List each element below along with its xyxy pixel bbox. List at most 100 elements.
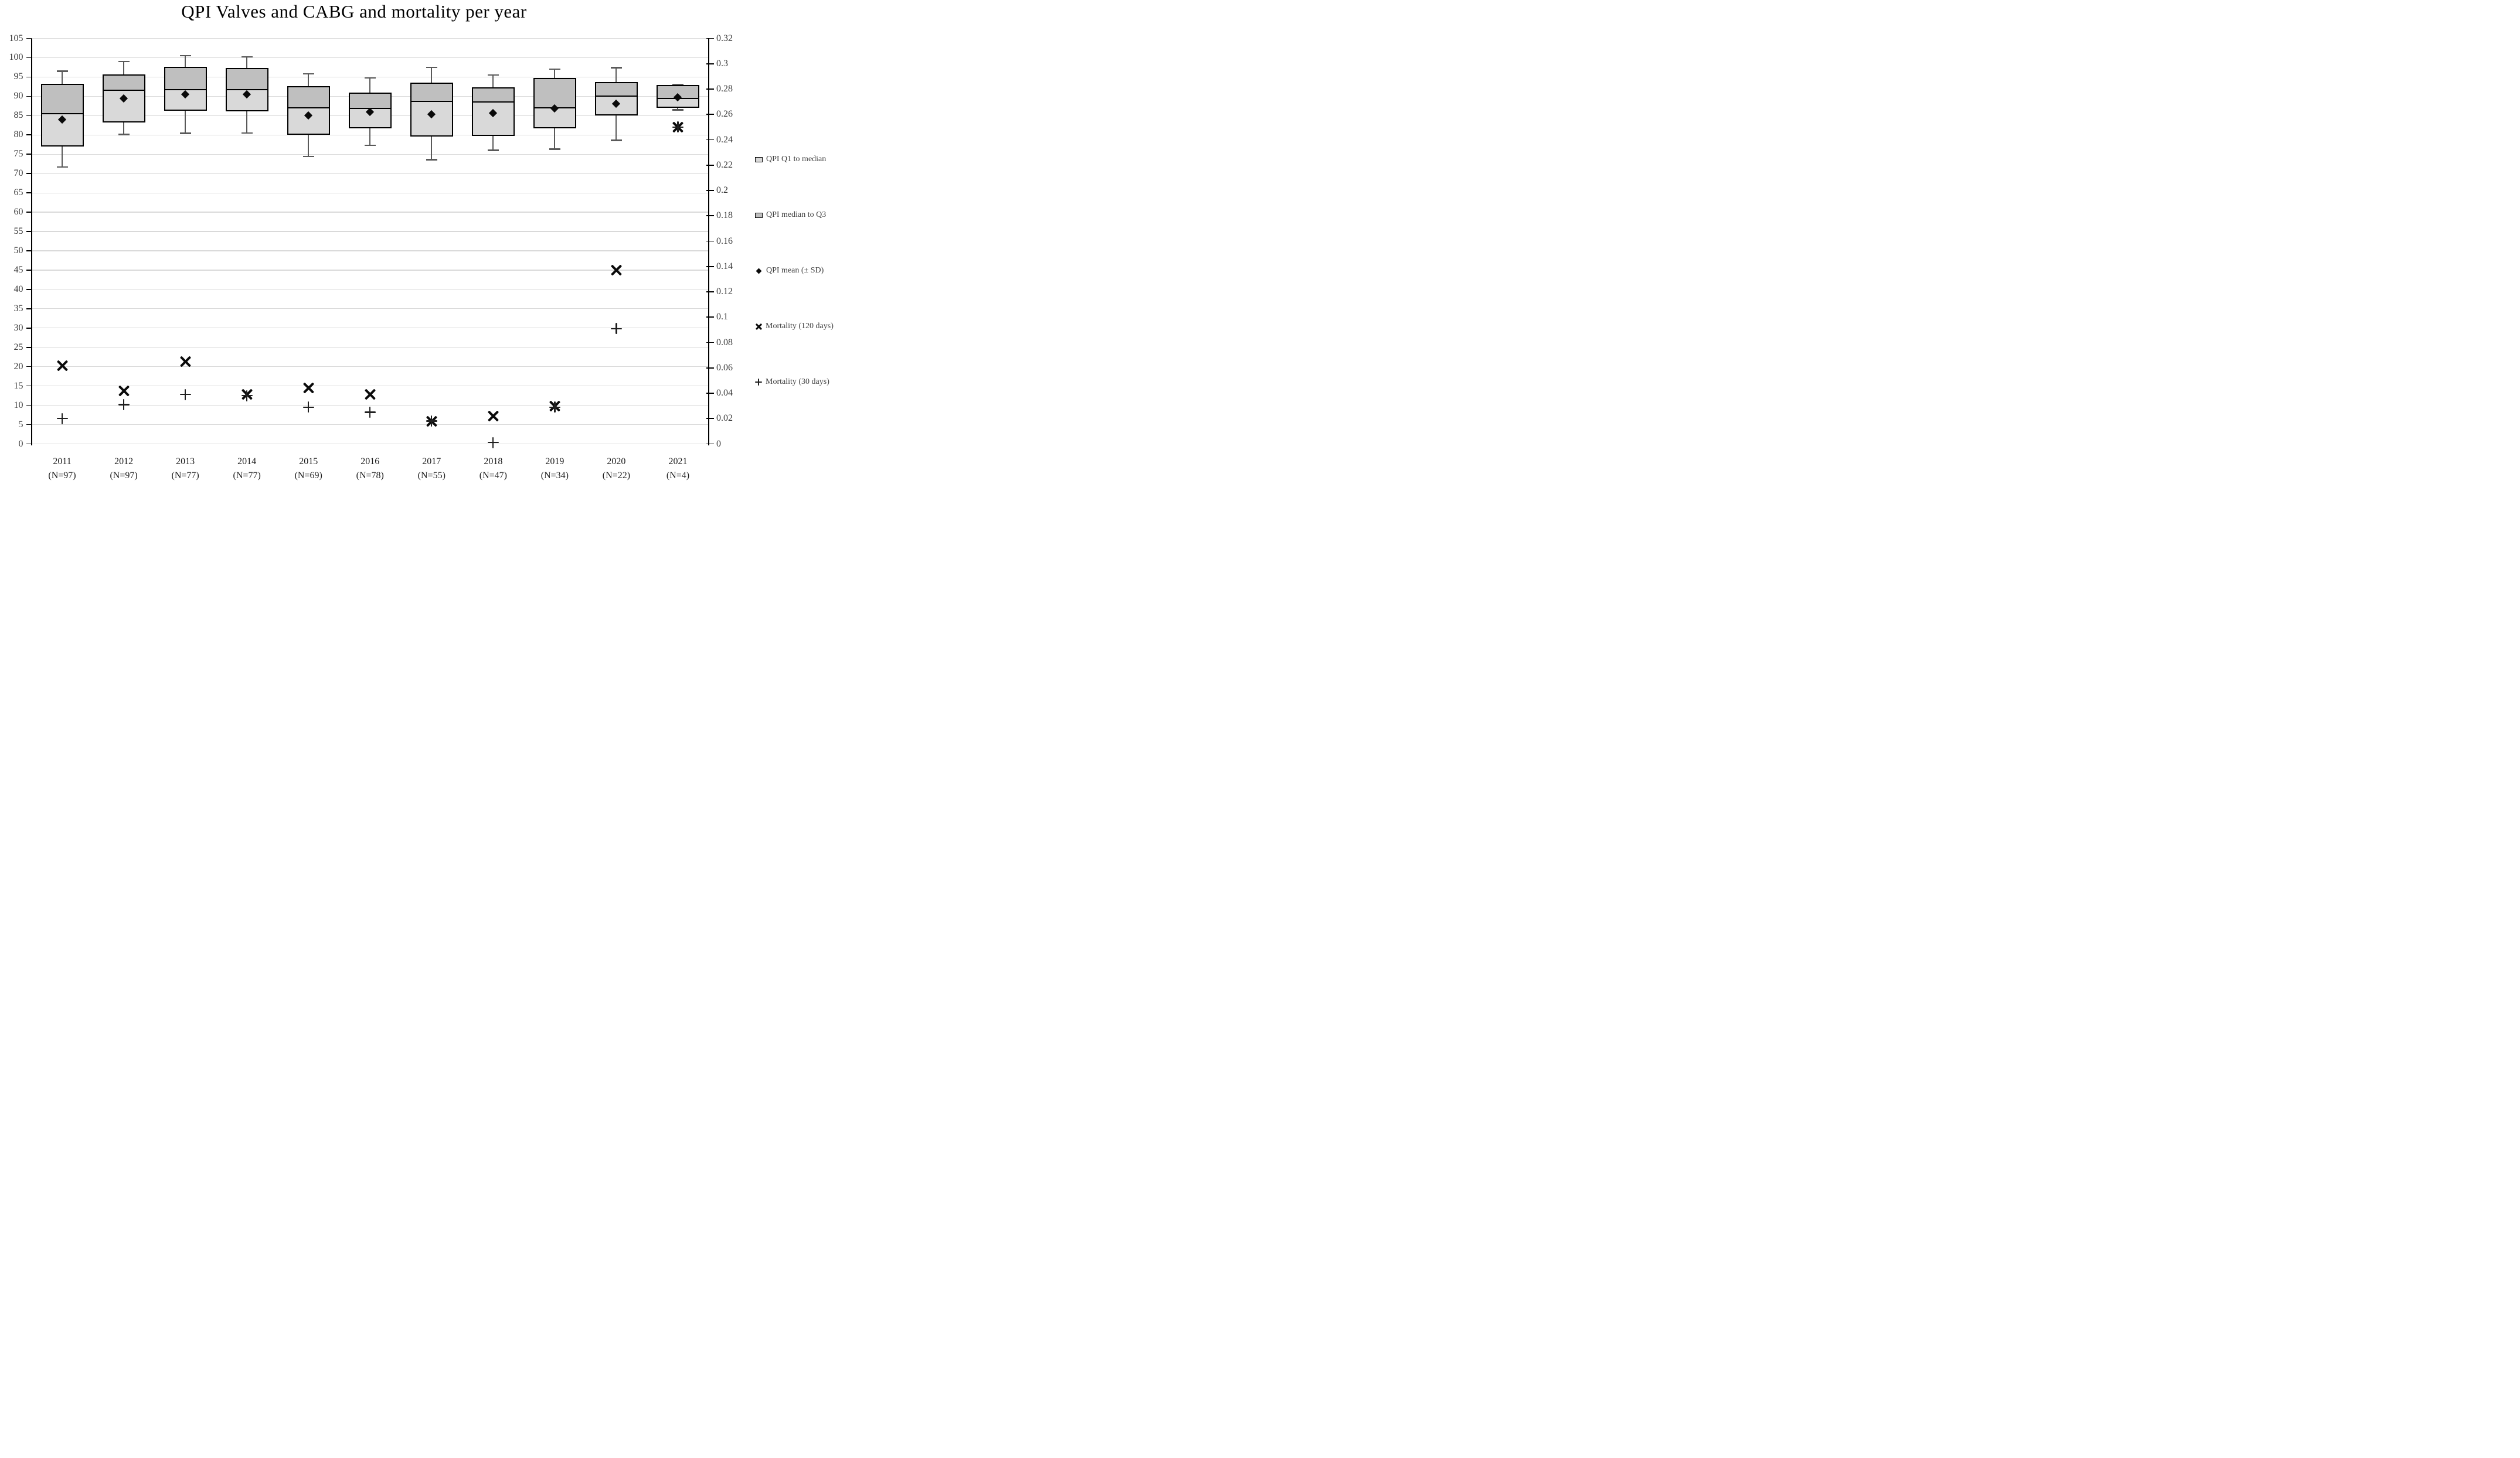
left-axis-tick-90 (26, 96, 32, 97)
left-axis-label-75: 75 (13, 149, 23, 159)
mortality-120d-marker-2015 (302, 382, 314, 394)
x-axis-year-label-2011: 2011 (53, 457, 72, 466)
whisker-cap-bottom-2020 (610, 139, 622, 141)
mortality-30d-marker-2015-stroke-2 (308, 401, 310, 413)
x-axis-n-label-2020: (N=22) (602, 471, 631, 481)
whisker-cap-bottom-2019 (549, 148, 560, 150)
left-axis-tick-35 (26, 308, 32, 309)
whisker-cap-bottom-2015 (302, 155, 314, 158)
right-axis-label-0.08: 0.08 (716, 337, 733, 348)
left-axis-tick-10 (26, 404, 32, 406)
legend-diamond-icon (756, 268, 762, 274)
whisker-cap-top-2012 (118, 60, 130, 63)
left-axis-tick-105 (26, 38, 32, 39)
qpi-box-2013 (164, 66, 207, 111)
legend-item-plus: Mortality (30 days) (755, 377, 829, 387)
left-axis-label-45: 45 (13, 264, 23, 275)
legend-label: Mortality (120 days) (766, 322, 834, 331)
mortality-120d-marker-2018 (487, 410, 499, 422)
mortality-30d-marker-2019 (549, 401, 560, 413)
mortality-30d-marker-2015 (302, 401, 314, 413)
x-axis-year-label-2012: 2012 (114, 457, 134, 466)
mortality-30d-marker-2013-stroke-2 (184, 389, 186, 400)
qpi-box-upper-2014 (226, 69, 267, 90)
right-axis-label-0.04: 0.04 (716, 388, 733, 398)
x-axis-n-label-2017: (N=55) (417, 471, 445, 481)
right-axis-tick-0.22 (706, 164, 714, 166)
gridline-20 (31, 366, 709, 367)
right-axis-label-0.2: 0.2 (716, 185, 728, 195)
mortality-30d-marker-2016 (364, 406, 376, 418)
x-axis-year-label-2019: 2019 (545, 457, 564, 466)
qpi-box-upper-2018 (472, 88, 513, 103)
x-axis-n-label-2015: (N=69) (294, 471, 322, 481)
right-axis-tick-0.16 (706, 240, 714, 242)
right-axis-label-0.3: 0.3 (716, 58, 728, 69)
left-axis-tick-30 (26, 327, 32, 329)
mortality-30d-marker-2016-stroke-2 (369, 406, 371, 418)
legend-swatch-box-light-icon (755, 156, 763, 162)
right-axis-label-0.16: 0.16 (716, 236, 733, 246)
legend-swatch-box-dark-icon (755, 212, 763, 218)
right-axis-tick-0.08 (706, 342, 714, 343)
gridline-25 (31, 347, 709, 348)
left-axis-tick-85 (26, 115, 32, 117)
right-axis-tick-0.24 (706, 139, 714, 141)
right-axis-tick-0.02 (706, 418, 714, 420)
mortality-30d-marker-2014-stroke-2 (246, 390, 248, 401)
x-axis-n-label-2012: (N=97) (110, 471, 138, 481)
right-axis-tick-0 (706, 443, 714, 445)
right-axis-label-0.24: 0.24 (716, 134, 733, 145)
mortality-30d-marker-2018 (487, 437, 499, 448)
legend-item-box-light: QPI Q1 to median (755, 155, 826, 164)
left-axis-tick-25 (26, 346, 32, 348)
x-axis-n-label-2019: (N=34) (540, 471, 569, 481)
x-axis-year-label-2017: 2017 (422, 457, 441, 466)
left-axis-tick-20 (26, 366, 32, 367)
qpi-box-upper-2019 (534, 79, 575, 109)
whisker-cap-top-2015 (302, 73, 314, 75)
whisker-cap-top-2018 (487, 74, 499, 76)
left-axis-tick-70 (26, 173, 32, 174)
qpi-box-upper-2017 (411, 83, 452, 102)
x-axis-year-label-2016: 2016 (361, 457, 380, 466)
right-axis-label-0.28: 0.28 (716, 84, 733, 94)
qpi-box-upper-2016 (349, 94, 390, 109)
whisker-cap-top-2020 (610, 67, 622, 69)
x-axis-year-label-2018: 2018 (484, 457, 503, 466)
mortality-120d-marker-2012 (118, 385, 130, 397)
chart-canvas: QPI Valves and CABG and mortality per ye… (0, 0, 840, 486)
whisker-cap-bottom-2017 (426, 159, 437, 161)
mortality-120d-marker-2013 (179, 356, 191, 367)
left-axis-tick-40 (26, 289, 32, 290)
mortality-30d-marker-2011 (56, 413, 68, 424)
mortality-30d-marker-2020-stroke-2 (615, 323, 617, 335)
whisker-cap-top-2021 (672, 83, 683, 86)
gridline-100 (31, 57, 709, 59)
whisker-cap-bottom-2012 (118, 134, 130, 135)
whisker-cap-bottom-2011 (56, 166, 68, 168)
left-axis-label-55: 55 (13, 226, 23, 237)
x-axis-n-label-2013: (N=77) (171, 471, 199, 481)
left-axis-label-85: 85 (13, 110, 23, 121)
legend-plus-icon-stroke-2 (758, 379, 759, 386)
left-axis-label-35: 35 (13, 303, 23, 314)
left-axis-label-20: 20 (13, 361, 23, 372)
left-axis-tick-95 (26, 76, 32, 78)
right-axis-tick-0.32 (706, 38, 714, 39)
left-axis-label-30: 30 (13, 322, 23, 333)
left-axis-label-80: 80 (13, 130, 23, 140)
gridline-105 (31, 38, 709, 39)
left-axis-label-100: 100 (9, 52, 23, 63)
right-axis-tick-0.2 (706, 190, 714, 191)
mortality-120d-marker-2016 (364, 389, 376, 400)
left-axis-label-105: 105 (9, 33, 23, 43)
right-axis-tick-0.26 (706, 114, 714, 115)
gridline-50 (31, 250, 709, 251)
legend-item-x: Mortality (120 days) (755, 322, 834, 331)
mortality-30d-marker-2020 (610, 323, 622, 335)
right-axis-label-0.26: 0.26 (716, 109, 733, 120)
mortality-30d-marker-2014 (241, 390, 253, 401)
qpi-box-2014 (225, 67, 268, 112)
left-axis-tick-50 (26, 250, 32, 251)
